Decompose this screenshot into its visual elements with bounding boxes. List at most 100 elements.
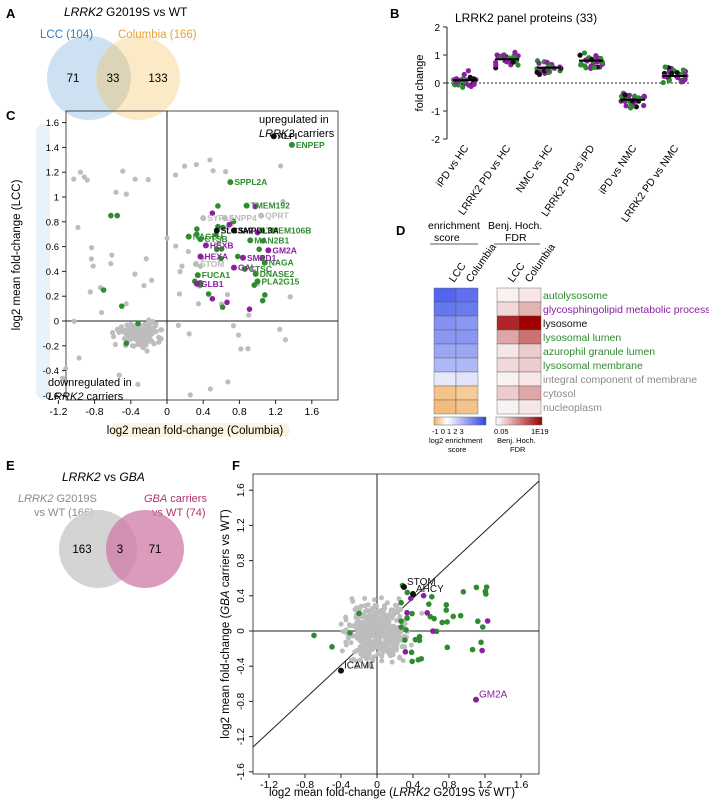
- panel-b-point: [660, 79, 666, 86]
- panel-c-labeled-point: [252, 270, 259, 277]
- panel-b-point: [512, 49, 518, 55]
- panel-d-fdr-cell: [496, 357, 520, 373]
- panel-c-labeled-point: [254, 278, 261, 285]
- panel-f-grey-point: [364, 607, 370, 613]
- panel-c-grey-point: [143, 256, 149, 262]
- panel-f-ytick-label: 0: [236, 628, 247, 634]
- panel-d-fdr-cell: [518, 371, 542, 387]
- panel-c-xlabel: log2 mean fold-change (Columbia): [107, 425, 284, 437]
- panel-f-grey-point: [369, 633, 375, 639]
- panel-b-point: [534, 69, 540, 76]
- panel-f-ytick-label: 1.2: [236, 518, 247, 532]
- panel-f-colored-point: [444, 619, 450, 625]
- panel-c-grey-point: [207, 157, 213, 163]
- panel-f-grey-point: [362, 650, 368, 656]
- panel-c-grey-point: [143, 342, 149, 348]
- panel-c-grey-point: [175, 322, 181, 328]
- panel-f-ytick-label: -0.8: [236, 692, 247, 710]
- panel-b-point: [669, 70, 675, 76]
- panel-f-grey-point: [379, 648, 385, 654]
- panel-d-enrich-cell: [433, 399, 457, 415]
- panel-c-grey-point: [238, 346, 244, 352]
- panel-c-grey-point: [108, 261, 114, 267]
- panel-f-grey-point: [394, 641, 400, 647]
- panel-e: E LRRK2 vs GBA LRRK2 G2019S vs WT (166) …: [6, 458, 207, 588]
- panel-c-grey-point: [129, 343, 136, 349]
- panel-f-grey-point: [357, 627, 363, 633]
- panel-f-colored-point: [404, 615, 410, 621]
- panel-f-colored-point: [408, 649, 415, 656]
- panel-c-grey-point: [138, 342, 144, 348]
- panel-f-labeled-point: [410, 591, 416, 598]
- panel-f-grey-point: [353, 605, 359, 611]
- panel-b-point: [591, 64, 597, 70]
- panel-d-fdr-cell: [518, 399, 542, 415]
- panel-c-grey-point: [282, 337, 289, 343]
- panel-c-point-label: ALPI: [278, 131, 297, 141]
- venn-lcc-only-count: 71: [67, 73, 80, 85]
- panel-f-grey-point: [387, 640, 393, 646]
- panel-c-grey-point: [135, 336, 141, 342]
- panel-c-colored-point: [213, 246, 220, 253]
- panel-c-point-label: QPRT: [265, 211, 289, 221]
- panel-c-grey-point: [216, 240, 222, 247]
- panel-c-labeled-point: [193, 280, 200, 287]
- panel-d-enrich-cell: [455, 343, 479, 359]
- venn-overlap-region: [96, 44, 131, 112]
- panel-c-xlabel-highlight: [110, 423, 290, 437]
- venn-e-left-count: 163: [72, 544, 91, 556]
- panel-f-grey-point: [381, 633, 387, 639]
- panel-f-grey-point: [358, 651, 364, 657]
- panel-d-enrich-cell: [433, 371, 457, 387]
- panel-c-labeled-point: [243, 202, 250, 209]
- panel-b-point: [582, 63, 588, 69]
- panel-f-colored-point: [473, 584, 480, 591]
- panel-f-labeled-point: [401, 584, 407, 590]
- panel-d-term-label: glycosphingolipid metabolic process: [543, 304, 709, 316]
- panel-f-grey-point: [365, 602, 371, 608]
- panel-b-point: [578, 62, 584, 68]
- panel-f-grey-point: [408, 642, 414, 648]
- panel-c-point-label: ENPEP: [296, 140, 325, 150]
- panel-d-fdr-colorbar: [495, 416, 543, 426]
- panel-f-grey-point: [399, 644, 405, 650]
- panel-f-grey-point: [419, 610, 425, 616]
- panel-d-fdr-header-1: Benj. Hoch.: [488, 220, 542, 232]
- panel-f-grey-point: [364, 643, 370, 649]
- panel-c-colored-point: [215, 203, 221, 209]
- panel-c-grey-point: [88, 256, 94, 262]
- panel-c-ytick-label: 0: [54, 317, 59, 328]
- panel-f-grey-point: [394, 617, 400, 623]
- panel-f-point-label: AHCY: [416, 584, 444, 595]
- panel-c-grey-point: [235, 332, 242, 338]
- panel-f-grey-point: [353, 622, 359, 628]
- panel-b: B LRRK2 panel proteins (33) fold change …: [390, 6, 690, 225]
- panel-f-colored-point: [416, 633, 423, 640]
- panel-c-colored-point: [259, 255, 265, 262]
- panel-f-xtick-label: -0.8: [296, 779, 314, 791]
- panel-f-colored-point: [483, 591, 489, 597]
- panel-f-grey-point: [390, 607, 396, 613]
- panel-c-up-text-2: LRRK2 carriers: [259, 128, 335, 140]
- panel-c-grey-point: [59, 375, 66, 381]
- panel-c-colored-point: [218, 246, 225, 252]
- panel-c-colored-point: [123, 340, 130, 347]
- panel-c-labeled-point: [197, 253, 204, 260]
- panel-c-grey-point: [132, 176, 138, 182]
- panel-c-grey-point: [116, 372, 122, 378]
- panel-c-labeled-point: [247, 237, 254, 244]
- panel-c-point-label: SYPL1: [207, 213, 234, 223]
- panel-d-enrich-legend-2: score: [448, 445, 466, 454]
- panel-c-grey-point: [176, 291, 183, 297]
- panel-d-enrich-ticks: -1 0 1 2 3: [432, 427, 464, 436]
- panel-f-labeled-point: [338, 667, 344, 674]
- panel-b-point: [494, 52, 500, 58]
- panel-c-labeled-point: [202, 242, 209, 249]
- panel-b-ytick-label: 0: [434, 79, 440, 90]
- panel-c-colored-point: [259, 297, 266, 304]
- panel-c-point-label: GM2A: [272, 245, 297, 255]
- panel-f-colored-point: [478, 639, 484, 646]
- panel-d-enrich-cell: [433, 301, 457, 317]
- panel-d-enrich-cell: [455, 399, 479, 415]
- panel-f-xtick-label: -1.2: [260, 779, 278, 791]
